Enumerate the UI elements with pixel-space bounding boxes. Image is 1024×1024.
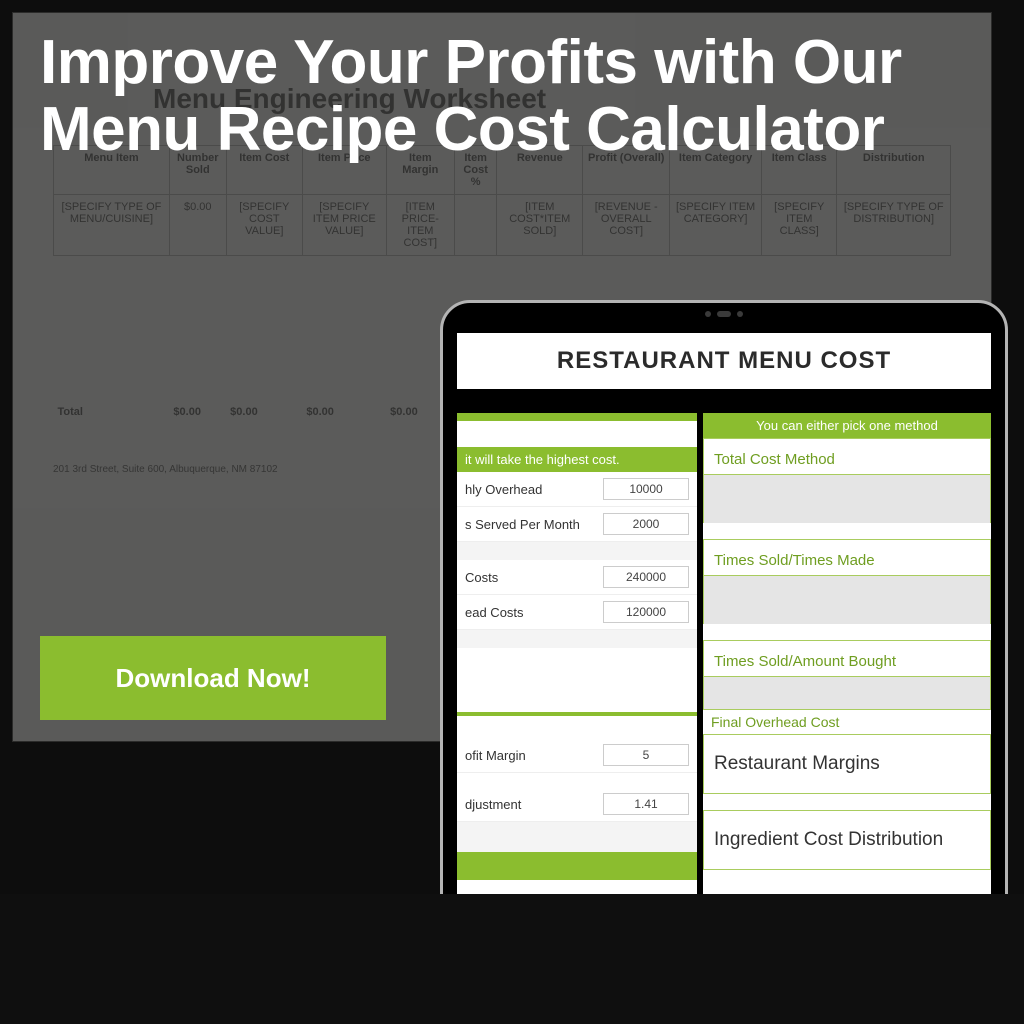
accent-bar [457,413,697,421]
row-label: Costs [465,570,603,585]
spacer [703,624,991,640]
list-item: hly Overhead 10000 [457,472,697,507]
section-block[interactable]: Restaurant Margins [703,734,991,794]
row-value[interactable]: 2000 [603,513,689,535]
spacer [457,630,697,648]
total-label: Total [54,256,170,425]
list-item: ead Costs 120000 [457,595,697,630]
cell: [SPECIFY TYPE OF MENU/CUISINE] [54,195,170,256]
row-value[interactable]: 240000 [603,566,689,588]
cell: [SPECIFY ITEM CLASS] [762,195,837,256]
cell: [SPECIFY TYPE OF DISTRIBUTION] [837,195,951,256]
row-label: ead Costs [465,605,603,620]
cell: [ITEM COST*ITEM SOLD] [497,195,583,256]
left-strip: it will take the highest cost. [457,447,697,472]
download-button[interactable]: Download Now! [40,636,386,720]
cell [454,195,496,256]
list-item: djustment 1.41 [457,787,697,822]
list-item: s Served Per Month 2000 [457,507,697,542]
spacer [457,773,697,787]
list-item: ofit Margin 5 [457,738,697,773]
row-label: ofit Margin [465,748,603,763]
page-bottom-bar [0,894,1024,1024]
method-option[interactable]: Times Sold/Amount Bought [703,640,991,677]
cell: $0.00 [169,195,226,256]
tablet-camera-icon [705,311,743,317]
row-value[interactable]: 5 [603,744,689,766]
spacer [457,542,697,560]
spacer [457,421,697,447]
row-value[interactable]: 120000 [603,601,689,623]
spacer [457,822,697,852]
section-block[interactable]: Ingredient Cost Distribution [703,810,991,870]
cell: [SPECIFY COST VALUE] [226,195,302,256]
spacer [457,716,697,738]
row-label: hly Overhead [465,482,603,497]
spacer [703,794,991,810]
total-value: $0.00 [226,256,302,425]
row-value[interactable]: 10000 [603,478,689,500]
spacer [703,677,991,709]
cell: [SPECIFY ITEM PRICE VALUE] [302,195,386,256]
spacer [703,576,991,624]
spacer [703,475,991,523]
list-item: Costs 240000 [457,560,697,595]
row-label: s Served Per Month [465,517,603,532]
row-label: djustment [465,797,603,812]
cell: [ITEM PRICE-ITEM COST] [386,195,454,256]
method-option[interactable]: Total Cost Method [703,438,991,475]
final-overhead-label: Final Overhead Cost [703,709,991,734]
spacer [703,523,991,539]
headline: Improve Your Profits with Our Menu Recip… [40,30,940,164]
total-value: $0.00 [169,256,226,425]
cell: [REVENUE -OVERALL COST] [583,195,670,256]
right-strip: You can either pick one method [703,413,991,438]
method-option[interactable]: Times Sold/Times Made [703,539,991,576]
total-value: $0.00 [302,256,386,425]
accent-bar [457,852,697,880]
spacer [457,648,697,712]
table-row: [SPECIFY TYPE OF MENU/CUISINE] $0.00 [SP… [54,195,951,256]
download-button-label: Download Now! [116,663,311,694]
tablet-title: RESTAURANT MENU COST [457,333,991,389]
row-value[interactable]: 1.41 [603,793,689,815]
cell: [SPECIFY ITEM CATEGORY] [670,195,762,256]
